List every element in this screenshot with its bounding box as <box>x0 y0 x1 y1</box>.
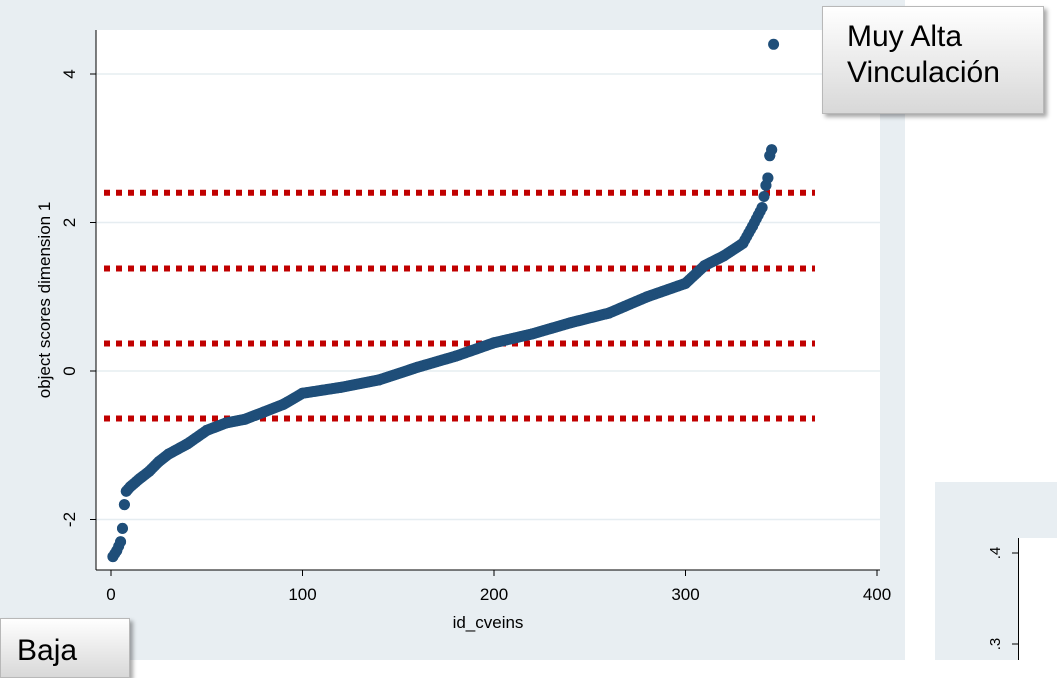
data-point <box>699 260 711 272</box>
y-tick-label: 4 <box>60 69 79 78</box>
secondary-chart-plot-area <box>1018 538 1057 660</box>
secondary-y-tick-label: .4 <box>987 547 1004 560</box>
y-tick-label: -2 <box>60 512 79 527</box>
data-point <box>116 522 128 534</box>
data-point <box>603 307 615 319</box>
x-tick-label: 400 <box>863 585 891 604</box>
x-axis-title: id_cveins <box>453 613 524 632</box>
data-point <box>162 448 174 460</box>
data-point <box>766 144 778 156</box>
data-point <box>182 438 194 450</box>
data-point <box>118 499 130 511</box>
data-point <box>747 220 759 232</box>
data-point <box>768 38 780 50</box>
data-point <box>239 413 251 425</box>
x-tick-label: 100 <box>288 585 316 604</box>
secondary-y-tick-label: .3 <box>987 638 1004 651</box>
data-point <box>115 536 127 548</box>
callout-baja: Baja <box>0 618 130 678</box>
scatter-chart: 0 100 200 300 400 -2 0 2 4 id_cveins object scores… <box>35 30 1018 651</box>
data-point <box>335 381 347 393</box>
y-tick-label: 0 <box>60 366 79 375</box>
data-point <box>143 465 155 477</box>
data-point <box>756 202 768 214</box>
x-tick-label: 300 <box>671 585 699 604</box>
data-point <box>258 406 270 418</box>
data-point <box>201 424 213 436</box>
plot-area <box>96 30 880 570</box>
data-point <box>153 456 165 468</box>
y-tick-label: 2 <box>60 218 79 227</box>
data-point <box>680 277 691 289</box>
data-point <box>111 545 123 557</box>
callout-low-line1: Baja <box>17 634 78 667</box>
x-tick-label: 200 <box>480 585 508 604</box>
x-tick-label: 0 <box>106 585 115 604</box>
data-point <box>737 237 749 249</box>
y-axis-title: object scores dimension 1 <box>35 202 54 399</box>
data-point <box>758 191 770 203</box>
data-point <box>220 417 232 429</box>
data-point <box>488 337 500 349</box>
data-point <box>450 350 462 362</box>
callout-high-line2: Vinculación <box>847 56 1000 89</box>
data-point <box>297 387 308 399</box>
data-point <box>718 250 730 262</box>
data-point <box>124 481 136 493</box>
data-point <box>373 374 385 386</box>
data-point <box>277 398 289 410</box>
callout-high-line1: Muy Alta <box>847 20 963 53</box>
data-point <box>641 291 653 303</box>
data-point <box>762 172 774 184</box>
data-point <box>134 473 146 485</box>
data-point <box>526 328 538 340</box>
data-point <box>565 317 577 329</box>
data-point <box>411 361 423 373</box>
callout-muy-alta-vinculacion: Muy Alta Vinculación <box>822 6 1044 114</box>
